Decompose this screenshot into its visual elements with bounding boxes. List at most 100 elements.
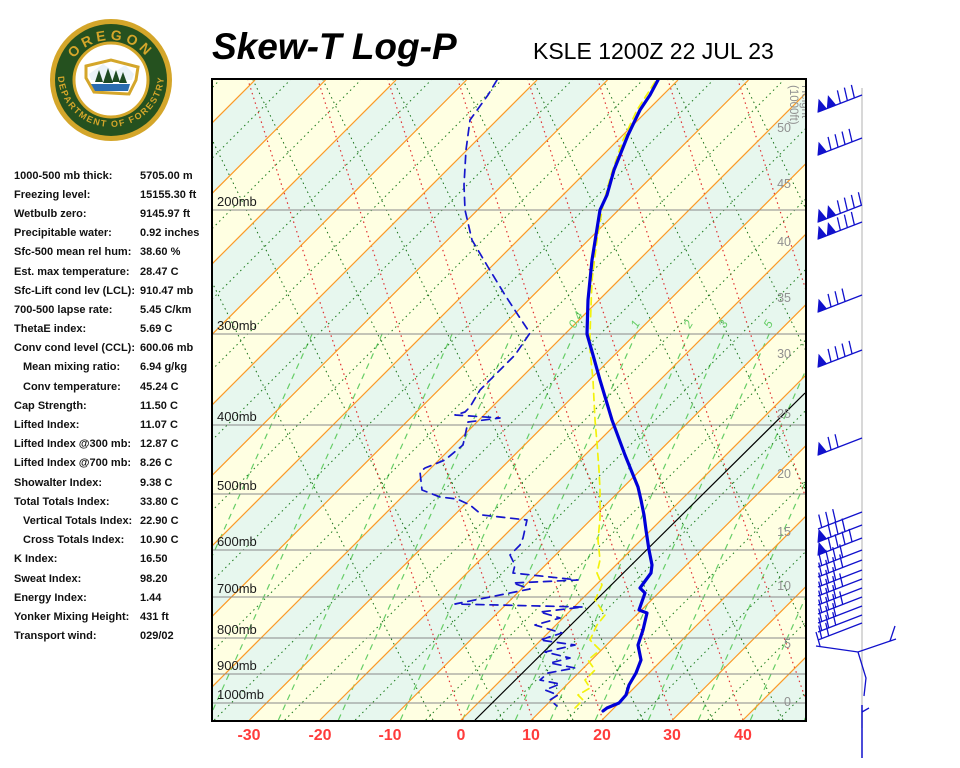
wind-barb	[817, 603, 863, 624]
barb-tick	[827, 136, 832, 151]
temperature-axis: -30 -20 -10 0 10 20 30 40	[0, 727, 960, 751]
barb-tick	[857, 192, 863, 206]
wind-barb	[817, 591, 863, 615]
index-label: Est. max temperature:	[14, 265, 130, 278]
isotherm-10c	[390, 304, 805, 720]
temperature-band	[213, 94, 805, 720]
pressure-label: 900mb	[217, 658, 257, 673]
isotherm-10c	[672, 586, 805, 720]
dry-adiabat	[247, 80, 464, 720]
pressure-label: 1000mb	[217, 687, 264, 702]
barb-flag	[826, 95, 837, 110]
index-label: ThetaE index:	[14, 323, 87, 336]
barb-tick	[834, 291, 839, 305]
index-value: 1.44	[140, 591, 162, 604]
barb-tick	[818, 599, 823, 613]
barb-tick	[832, 567, 837, 581]
index-value: 5.69 C	[140, 323, 173, 336]
barb-tick	[843, 197, 849, 211]
barb-tail	[857, 651, 867, 697]
index-row: Lifted Index @700 mb: 8.26 C	[14, 454, 210, 473]
barb-tick	[848, 528, 853, 542]
height-label: 40	[777, 235, 791, 249]
x-axis-tick: 20	[593, 727, 611, 744]
index-label: Sfc-500 mean rel hum:	[14, 246, 132, 259]
page-title: Skew-T Log-P	[212, 26, 457, 67]
index-label: Sweat Index:	[14, 572, 82, 585]
index-row: Wetbulb zero: 9145.97 ft	[14, 204, 210, 223]
index-value: 33.80 C	[140, 495, 179, 508]
barb-tick	[839, 573, 844, 587]
barb-tick	[825, 587, 830, 602]
index-value: 22.90 C	[140, 514, 179, 527]
index-row: K Index: 16.50	[14, 550, 210, 569]
isotherm-10c	[213, 80, 467, 335]
index-value: 8.26 C	[140, 457, 173, 470]
index-row: Total Totals Index: 33.80 C	[14, 492, 210, 511]
wind-barb	[817, 585, 863, 606]
wind-barb	[817, 211, 863, 240]
barb-tick	[825, 596, 830, 611]
index-value: 431 ft	[140, 610, 169, 623]
barb-tick	[848, 340, 853, 354]
skewt-plot-area: 200mb 300mb 400mb 500mb 600mb 700mb 800mb 900mb…	[213, 80, 805, 720]
barb-staff	[817, 569, 863, 588]
isotherm-5c	[636, 551, 805, 720]
barb-tick	[889, 625, 896, 642]
barb-tick	[825, 614, 830, 629]
barb-tick	[839, 554, 844, 568]
isotherm-10c	[460, 375, 805, 720]
index-value: 600.06 mb	[140, 342, 194, 355]
index-label: 700-500 lapse rate:	[14, 303, 113, 316]
mixing-ratio-line	[213, 331, 384, 712]
index-row: Energy Index: 1.44	[14, 588, 210, 607]
dry-adiabat	[317, 80, 534, 720]
mixing-ratio-line	[749, 597, 805, 720]
dry-adiabat	[457, 80, 674, 720]
height-label: 45	[777, 177, 791, 191]
wind-barb	[817, 192, 863, 223]
wind-barb	[817, 84, 863, 113]
index-label: Conv temperature:	[23, 380, 121, 393]
isotherm-5c	[566, 481, 805, 720]
temperature-trace	[585, 80, 660, 713]
barb-flag	[826, 205, 837, 220]
index-label: Yonker Mixing Height:	[14, 610, 130, 623]
index-value: 6.94 g/kg	[140, 361, 188, 374]
isotherm-10c	[213, 80, 538, 405]
wind-barb-column	[815, 84, 897, 758]
index-value: 12.87 C	[140, 438, 179, 451]
index-value: 11.07 C	[140, 419, 178, 432]
index-row: Vertical Totals Index: 22.90 C	[14, 511, 210, 530]
barb-flag	[817, 98, 828, 113]
index-label: Sfc-Lift cond lev (LCL):	[14, 284, 135, 297]
index-row: Mean mixing ratio: 6.94 g/kg	[14, 358, 210, 377]
barb-tick	[818, 572, 823, 586]
isotherm-10c	[213, 80, 397, 264]
barb-tick	[832, 509, 837, 523]
odf-logo: OREGON DEPARTMENT OF FORESTRY	[50, 19, 172, 141]
barb-tick	[825, 578, 830, 593]
isotherm-10c	[601, 516, 805, 720]
index-row: Yonker Mixing Height: 431 ft	[14, 607, 210, 626]
index-row: Cross Totals Index: 10.90 C	[14, 531, 210, 550]
dry-adiabat	[667, 80, 805, 498]
barb-flag	[817, 298, 828, 313]
barb-tick	[850, 211, 856, 226]
barb-tick	[825, 622, 830, 637]
index-value: 28.47 C	[140, 265, 179, 278]
isotherm-5c	[284, 199, 805, 720]
index-row: Lifted Index: 11.07 C	[14, 415, 210, 434]
barb-tick	[832, 594, 837, 608]
barb-tick	[839, 591, 844, 605]
isotherm-10c	[249, 163, 805, 720]
wind-barb	[817, 509, 863, 530]
index-label: Lifted Index @700 mb:	[14, 457, 132, 470]
barb-tick	[850, 84, 856, 99]
index-row: 1000-500 mb thick: 5705.00 m	[14, 166, 210, 185]
barb-tick	[843, 214, 849, 228]
index-value: 10.90 C	[140, 534, 179, 547]
barb-tick	[825, 605, 830, 620]
barb-tick	[834, 521, 839, 535]
mixing-ratio-line	[213, 331, 314, 556]
